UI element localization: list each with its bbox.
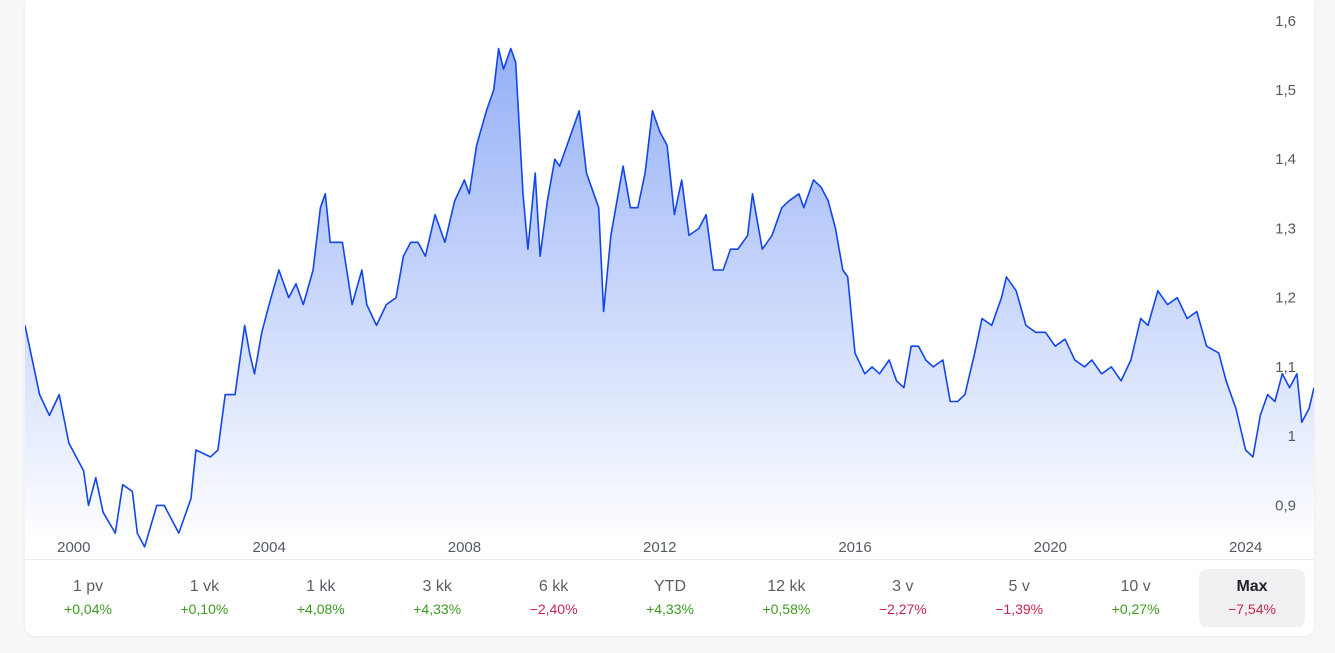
x-tick-label: 2024 [1229,539,1262,556]
period-label: 1 vk [189,578,220,595]
period-button[interactable]: 3 v −2,27% [850,569,956,627]
period-change: +0,10% [180,601,229,617]
period-label: 3 kk [422,578,452,595]
period-button[interactable]: 1 pv +0,04% [35,569,141,627]
period-change: −2,40% [529,601,578,617]
period-label: 1 pv [72,578,104,595]
period-label: 5 v [1008,578,1030,595]
period-change: +4,33% [646,601,694,617]
period-button[interactable]: 5 v −1,39% [966,569,1072,627]
price-chart[interactable]: 1,61,51,41,31,21,110,9 2000 2004 2008 2012 2… [25,0,1314,560]
period-label: Max [1236,578,1268,595]
period-button[interactable]: 3 kk +4,33% [384,569,490,627]
period-change: −7,54% [1228,601,1276,617]
period-button[interactable]: 10 v +0,27% [1083,569,1189,627]
period-change: +0,04% [64,601,112,617]
period-button[interactable]: 1 kk +4,08% [268,569,374,627]
y-tick-label: 1,1 [1275,359,1296,376]
divider [25,559,1314,560]
y-tick-label: 1,2 [1275,290,1296,307]
period-change: +4,33% [413,601,462,617]
x-tick-label: 2004 [252,539,285,556]
period-label: 12 kk [767,578,806,595]
period-change: +4,08% [296,601,345,617]
period-label: 6 kk [538,578,569,595]
x-tick-label: 2020 [1034,539,1067,556]
period-button[interactable]: 12 kk +0,58% [733,569,839,627]
period-change: +0,27% [1111,601,1160,617]
period-change: −2,27% [878,601,927,617]
period-label: 10 v [1120,578,1151,595]
period-selector: 1 pv +0,04% 1 vk +0,10% 1 kk +4,08% 3 kk +4,33%… [25,569,1314,627]
price-line [25,47,1314,548]
period-button[interactable]: 6 kk −2,40% [501,569,607,627]
y-tick-label: 1,6 [1275,13,1296,30]
price-area [25,48,1314,547]
y-tick-label: 0,9 [1275,497,1296,514]
period-change: −1,39% [995,601,1044,617]
x-tick-label: 2016 [838,539,871,556]
y-tick-label: 1,3 [1275,220,1296,237]
y-tick-label: 1 [1288,428,1296,445]
period-button[interactable]: 1 vk +0,10% [151,569,257,627]
y-tick-label: 1,4 [1275,151,1296,168]
period-button[interactable]: YTD +4,33% [617,569,723,627]
x-tick-label: 2008 [448,539,481,556]
chart-card: 1,6 1,5 1,4 1,3 1,2 1,1 1 0,9 2000 2004 2008 2012 2… [25,0,1314,636]
x-axis: 2000 2004 2008 2012 2016 2020 2024 [57,539,1262,556]
period-label: 1 kk [306,578,336,595]
y-axis: 1,6 1,5 1,4 1,3 1,2 1,1 1 0,9 [1275,13,1296,515]
period-change: +0,58% [762,601,811,617]
period-button[interactable]: Max −7,54% [1199,569,1305,627]
y-tick-label: 1,5 [1275,82,1296,99]
period-label: 3 v [892,578,914,595]
period-label: YTD [654,578,686,595]
x-tick-label: 2012 [643,539,676,556]
x-tick-label: 2000 [57,539,90,556]
